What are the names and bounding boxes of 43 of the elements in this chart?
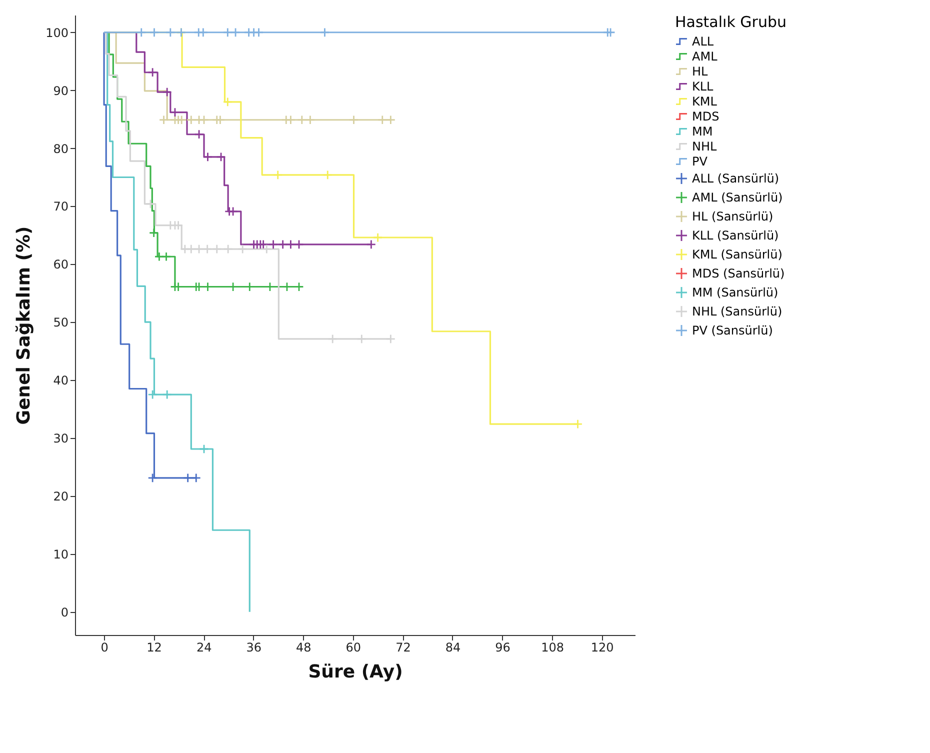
legend-label: HL (Sansürlü) — [692, 210, 774, 224]
legend-label: PV (Sansürlü) — [692, 324, 773, 338]
x-tick-label: 72 — [396, 640, 411, 654]
y-tick-label: 90 — [53, 84, 68, 98]
x-tick-label: 12 — [146, 640, 162, 654]
y-tick-label: 10 — [53, 547, 68, 562]
legend-title: Hastalık Grubu — [675, 13, 786, 31]
x-tick-label: 96 — [495, 640, 510, 654]
legend-label: ALL (Sansürlü) — [692, 172, 780, 186]
x-tick-label: 36 — [246, 640, 262, 654]
legend-label: NHL — [692, 140, 717, 154]
y-tick-label: 20 — [53, 489, 68, 504]
y-tick-label: 40 — [53, 374, 68, 388]
legend-label: PV — [692, 154, 708, 168]
legend-label: KLL — [692, 80, 714, 94]
x-tick-label: 24 — [196, 640, 212, 654]
legend-label: MDS (Sansürlü) — [692, 266, 785, 280]
legend-label: MM — [692, 124, 713, 138]
legend-label: AML — [692, 50, 718, 64]
y-tick-label: 80 — [53, 142, 68, 156]
x-tick-label: 108 — [541, 640, 564, 654]
y-axis-title: Genel Sağkalım (%) — [14, 226, 35, 425]
x-tick-label: 84 — [445, 640, 461, 654]
y-tick-label: 100 — [46, 26, 68, 40]
legend-label: KML — [692, 94, 718, 108]
x-tick-label: 48 — [296, 640, 312, 654]
legend-label: MM (Sansürlü) — [692, 286, 778, 300]
y-tick-label: 60 — [53, 258, 68, 272]
y-tick-label: 0 — [60, 605, 68, 620]
legend-label: AML (Sansürlü) — [692, 190, 783, 204]
y-tick-label: 30 — [53, 431, 68, 446]
x-axis-title: Süre (Ay) — [308, 662, 403, 682]
legend-label: HL — [692, 64, 708, 78]
legend-label: NHL (Sansürlü) — [692, 304, 782, 318]
legend-label: KLL (Sansürlü) — [692, 228, 779, 242]
x-tick-label: 60 — [346, 640, 362, 654]
x-tick-label: 0 — [100, 640, 108, 654]
legend-label: KML (Sansürlü) — [692, 248, 782, 262]
x-tick-label: 120 — [590, 640, 614, 654]
legend-label: MDS — [692, 110, 720, 124]
y-tick-label: 50 — [53, 316, 68, 330]
legend-label: ALL — [692, 34, 714, 48]
y-tick-label: 70 — [53, 200, 68, 214]
